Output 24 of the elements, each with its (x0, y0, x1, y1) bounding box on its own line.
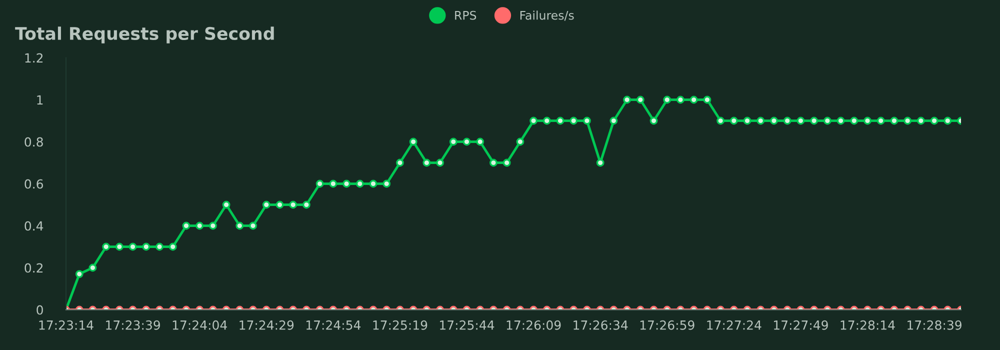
y-tick-label: 0.6 (24, 179, 43, 189)
x-tick-label: 17:23:14 (39, 320, 94, 330)
y-tick-label: 0 (36, 305, 43, 315)
x-tick-label: 17:27:49 (774, 320, 828, 330)
x-tick-label: 17:27:24 (707, 320, 762, 330)
y-tick-label: 0.4 (24, 221, 44, 231)
x-tick-label: 17:26:09 (506, 320, 561, 330)
legend-label: Failures/s (520, 10, 574, 21)
y-tick-label: 0.8 (24, 137, 43, 147)
legend-label: RPS (455, 10, 476, 20)
x-tick-label: 17:24:29 (240, 320, 294, 330)
x-tick-label: 17:28:14 (840, 320, 895, 330)
y-tick-label: 1.2 (25, 53, 43, 62)
x-tick-label: 17:28:39 (908, 320, 962, 330)
y-tick-label: 1 (37, 95, 43, 104)
chart-title: Total Requests per Second (15, 26, 274, 44)
y-tick-label: 0.2 (24, 263, 43, 273)
x-tick-label: 17:25:44 (440, 320, 494, 330)
x-tick-label: 17:24:54 (306, 320, 361, 330)
x-tick-label: 17:26:59 (640, 320, 694, 330)
x-tick-label: 17:23:39 (106, 320, 160, 330)
x-tick-label: 17:25:19 (373, 320, 428, 330)
x-tick-label: 17:26:34 (574, 320, 628, 330)
x-tick-label: 17:24:04 (172, 320, 227, 330)
